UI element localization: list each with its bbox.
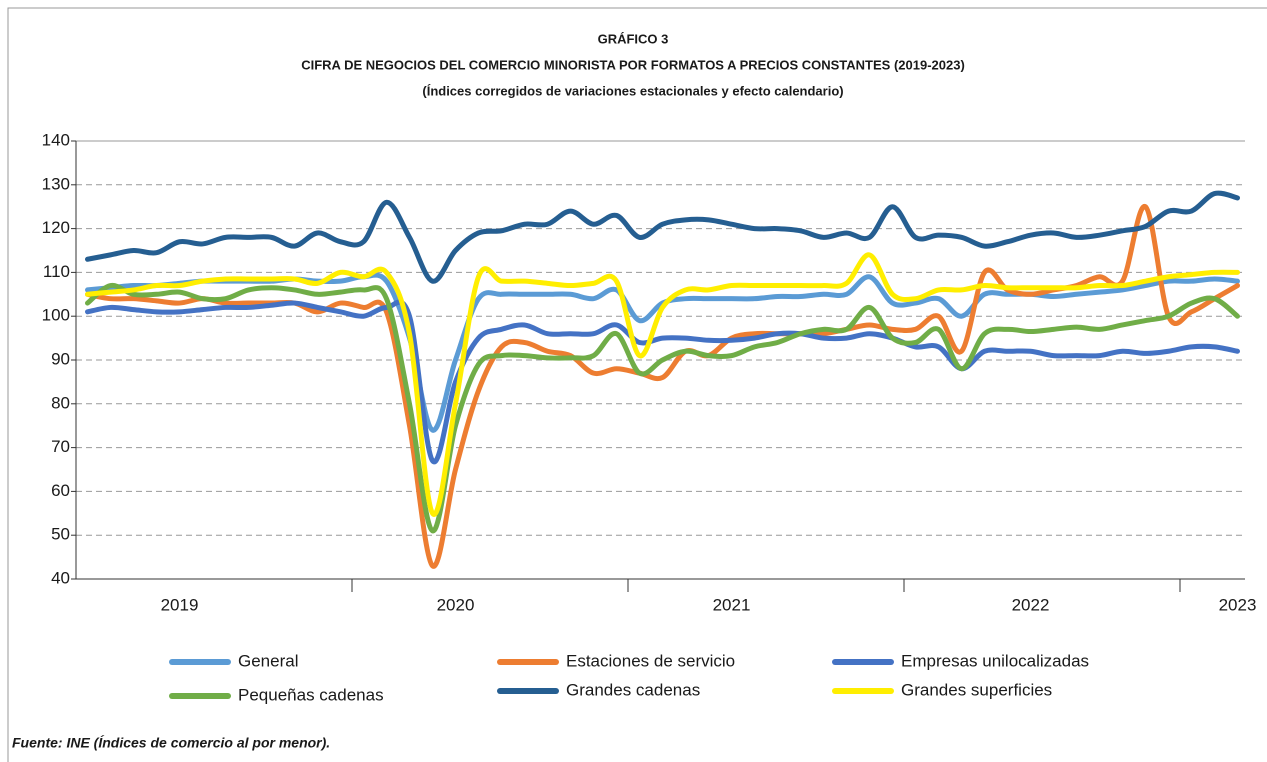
y-tick-label: 40 — [51, 568, 70, 587]
y-tick-label: 60 — [51, 481, 70, 500]
y-tick-label: 120 — [42, 218, 70, 237]
y-tick-label: 50 — [51, 525, 70, 544]
y-tick-label: 110 — [43, 262, 70, 281]
series-line — [85, 299, 1240, 465]
x-tick-label: 2022 — [1012, 595, 1050, 614]
chart-note: (Índices corregidos de variaciones estac… — [422, 83, 843, 98]
legend-label: Empresas unilocalizadas — [901, 651, 1089, 670]
x-tick-label: 2020 — [437, 595, 475, 614]
y-tick-label: 90 — [51, 349, 70, 368]
y-tick-label: 100 — [42, 306, 70, 325]
x-tick-label: 2019 — [161, 595, 199, 614]
x-tick-label: 2023 — [1219, 595, 1257, 614]
series-line — [85, 204, 1240, 569]
series-line — [85, 252, 1240, 517]
legend-label: General — [238, 651, 298, 670]
chart-title: GRÁFICO 3 — [598, 31, 669, 46]
legend-label: Grandes cadenas — [566, 680, 700, 699]
source: Fuente: INE (Índices de comercio al por … — [12, 735, 330, 751]
legend-label: Grandes superficies — [901, 680, 1052, 699]
legend-label: Estaciones de servicio — [566, 651, 735, 670]
y-tick-label: 80 — [51, 393, 70, 412]
y-tick-label: 70 — [51, 437, 70, 456]
y-tick-label: 140 — [42, 130, 70, 149]
x-tick-label: 2021 — [713, 595, 751, 614]
year-separators — [351, 579, 1181, 592]
series-line — [85, 190, 1240, 284]
frame — [7, 7, 1267, 762]
y-tick-label: 130 — [42, 174, 70, 193]
chart-subtitle: CIFRA DE NEGOCIOS DEL COMERCIO MINORISTA… — [301, 57, 965, 72]
series-line — [85, 282, 1240, 534]
series-line — [85, 272, 1240, 433]
legend-label: Pequeñas cadenas — [238, 685, 384, 704]
